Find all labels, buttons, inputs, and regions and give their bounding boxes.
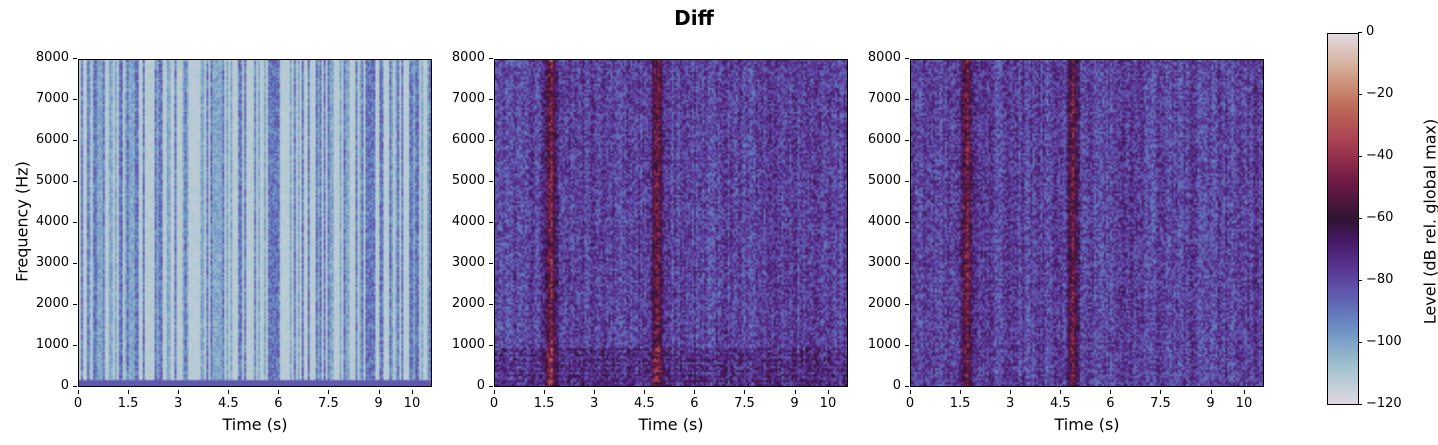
y-tick-label: 5000: [841, 173, 909, 188]
x-tick-label: 6: [258, 390, 298, 411]
x-tick-label: 4.5: [1040, 390, 1080, 411]
x-tick-label: 6: [674, 390, 714, 411]
y-tick-label: 0: [9, 378, 77, 393]
x-axis-label: Time (s): [1054, 415, 1120, 434]
y-tick-label: 0: [841, 378, 909, 393]
x-tick-label: 9: [359, 390, 399, 411]
y-tick-label: 8000: [841, 50, 909, 65]
y-tick-label: 2000: [9, 296, 77, 311]
x-tick-label: 9: [775, 390, 815, 411]
colorbar-tick-label: −20: [1357, 86, 1394, 101]
x-tick-label: 0: [474, 390, 514, 411]
y-tick-label: 4000: [9, 214, 77, 229]
colorbar-tick-label: −60: [1357, 210, 1394, 225]
x-tick-label: 1.5: [940, 390, 980, 411]
y-tick-label: 7000: [841, 91, 909, 106]
x-tick-label: 10: [808, 390, 848, 411]
y-tick-label: 6000: [841, 132, 909, 147]
panel-1: [78, 59, 432, 387]
colorbar-tick-label: −100: [1358, 334, 1402, 349]
y-tick-label: 6000: [9, 132, 77, 147]
x-tick-label: 0: [890, 390, 930, 411]
x-tick-label: 1.5: [524, 390, 564, 411]
y-tick-label: 1000: [9, 337, 77, 352]
colorbar-tick-label: −120: [1358, 396, 1402, 411]
x-axis-label: Time (s): [222, 415, 288, 434]
y-tick-label: 7000: [9, 91, 77, 106]
y-tick-label: 7000: [425, 91, 493, 106]
y-tick-label: 0: [425, 378, 493, 393]
y-tick-label: 3000: [841, 255, 909, 270]
y-tick-label: 6000: [425, 132, 493, 147]
y-tick-label: 8000: [9, 50, 77, 65]
x-tick-label: 4.5: [624, 390, 664, 411]
y-tick-label: 5000: [425, 173, 493, 188]
colorbar-tick-label: 0: [1357, 24, 1375, 39]
x-tick-label: 10: [1224, 390, 1264, 411]
colorbar: [1327, 33, 1359, 405]
y-tick-label: 8000: [425, 50, 493, 65]
panel-3: [910, 59, 1264, 387]
y-tick-label: 2000: [425, 296, 493, 311]
colorbar-label: Level (dB rel. global max): [1420, 118, 1438, 325]
x-tick-label: 0: [58, 390, 98, 411]
y-tick-label: 3000: [9, 255, 77, 270]
x-tick-label: 4.5: [208, 390, 248, 411]
y-tick-label: 1000: [841, 337, 909, 352]
panel-2: [494, 59, 848, 387]
figure-title: Diff: [674, 6, 714, 30]
colorbar-tick-label: −80: [1357, 272, 1394, 287]
x-tick-label: 3: [990, 390, 1030, 411]
x-tick-label: 10: [392, 390, 432, 411]
x-tick-label: 7.5: [724, 390, 764, 411]
y-tick-label: 1000: [425, 337, 493, 352]
x-tick-label: 9: [1191, 390, 1231, 411]
y-tick-label: 4000: [425, 214, 493, 229]
x-axis-label: Time (s): [638, 415, 704, 434]
x-tick-label: 1.5: [108, 390, 148, 411]
y-tick-label: 5000: [9, 173, 77, 188]
x-tick-label: 3: [574, 390, 614, 411]
x-tick-label: 7.5: [308, 390, 348, 411]
colorbar-tick-label: −40: [1357, 148, 1394, 163]
y-tick-label: 3000: [425, 255, 493, 270]
y-axis-label: Frequency (Hz): [12, 161, 32, 282]
x-tick-label: 3: [158, 390, 198, 411]
y-tick-label: 4000: [841, 214, 909, 229]
x-tick-label: 6: [1090, 390, 1130, 411]
x-tick-label: 7.5: [1140, 390, 1180, 411]
y-tick-label: 2000: [841, 296, 909, 311]
